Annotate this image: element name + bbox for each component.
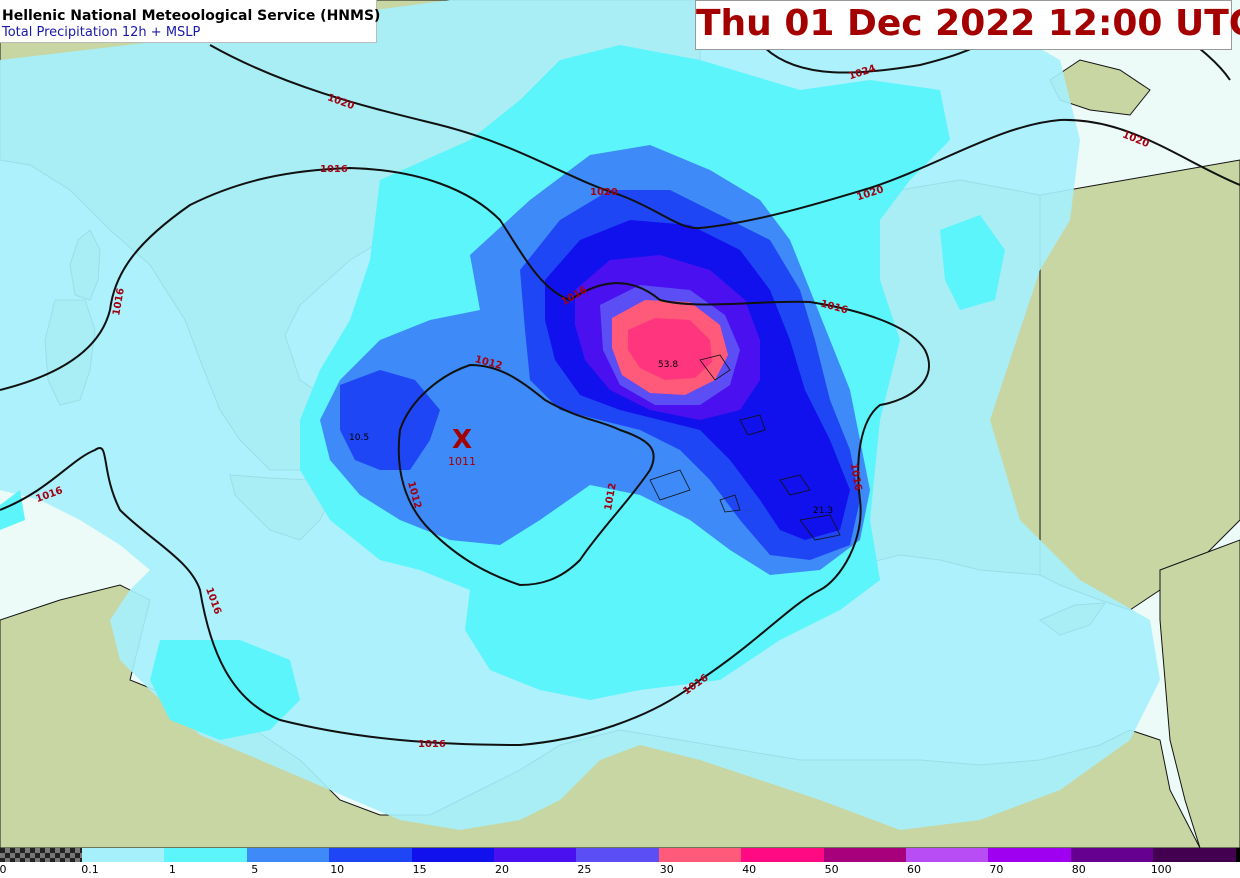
legend-color-swatch [988, 848, 1072, 862]
max-value-label: 53.8 [658, 360, 678, 370]
max-values: 53.8 21.3 10.5 [349, 360, 833, 516]
legend-tick-label: 80 [1071, 863, 1086, 876]
legend-tick-label: 15 [412, 863, 427, 876]
isobar-label: 1012 [603, 482, 619, 511]
precip-1-west2 [0, 490, 25, 530]
legend-color-swatch [1070, 848, 1154, 862]
land-anatolia [1039, 159, 1240, 611]
aegean-islands [649, 354, 841, 541]
legend-tick-label: 0.1 [81, 863, 99, 876]
isobar-label: 1020 [590, 187, 618, 198]
precip-1-west [150, 640, 300, 740]
low-center-pressure: 1011 [448, 455, 476, 468]
legend-color-swatch [494, 848, 577, 862]
legend-color-swatch [82, 848, 165, 862]
legend-color-swatch [1153, 848, 1237, 862]
land-levant [1159, 539, 1240, 848]
legend-color-swatch [741, 848, 825, 862]
valid-time: Thu 01 Dec 2022 12:00 UTC [696, 3, 1240, 44]
isobar-1020-west [209, 44, 1240, 230]
isobar-label: 1016 [848, 462, 864, 491]
isobar-1016-north [0, 166, 930, 747]
precip-40 [628, 318, 712, 380]
max-value-label: 10.5 [349, 433, 369, 443]
map-subtitle: Total Precipitation 12h + MSLP [2, 25, 201, 40]
map-title: Hellenic National Meteoological Service … [2, 8, 381, 24]
legend-tick-label: 25 [577, 863, 592, 876]
isobar-lines [0, 0, 1240, 747]
valid-time-box: Thu 01 Dec 2022 12:00 UTC [695, 0, 1240, 50]
legend-tick-label: 0 [0, 863, 7, 876]
legend-labels: 0 0.1 1 5 10 15 20 25 30 40 50 60 70 80 100 [0, 862, 1240, 878]
legend-tick-label: 50 [824, 863, 839, 876]
legend-tick-label: 70 [989, 863, 1004, 876]
precip-30 [612, 300, 728, 395]
legend-color-swatch [906, 848, 989, 862]
legend-tick-label: 20 [495, 863, 509, 876]
legend-tick-label: 60 [907, 863, 921, 876]
legend-tick-label: 10 [330, 863, 345, 876]
precip-1-north [940, 215, 1005, 310]
low-pressure-center: X 1011 [448, 425, 476, 468]
legend-color-swatch [823, 848, 907, 862]
precip-10-west [340, 370, 440, 470]
low-center-symbol: X [452, 425, 472, 455]
legend-tick-label: 1 [168, 863, 176, 876]
isobar-label: 1016 [320, 164, 348, 175]
legend-tick-label: 40 [742, 863, 757, 876]
colorbar-checker [0, 848, 82, 862]
precipitation-map: 1024 1020 1020 1020 1020 1016 1016 1016 … [0, 0, 1240, 848]
legend-tick-label: 100 [1150, 863, 1172, 876]
legend-color-swatch [576, 848, 660, 862]
legend-color-swatch [329, 848, 413, 862]
max-value-label: 21.3 [813, 506, 833, 516]
legend-color-swatch [246, 848, 330, 862]
legend-tick-label: 5 [251, 863, 259, 876]
legend-color-swatch [164, 848, 248, 862]
legend-color-swatch [411, 848, 495, 862]
title-box: Hellenic National Meteoological Service … [0, 0, 381, 43]
isobar-label: 1016 [418, 739, 446, 750]
legend-tick-label: 30 [659, 863, 674, 876]
isobar-label: 1016 [111, 287, 127, 316]
legend-colorbar [0, 848, 1240, 862]
isobar-1012 [397, 363, 655, 587]
legend-color-swatch [658, 848, 742, 862]
